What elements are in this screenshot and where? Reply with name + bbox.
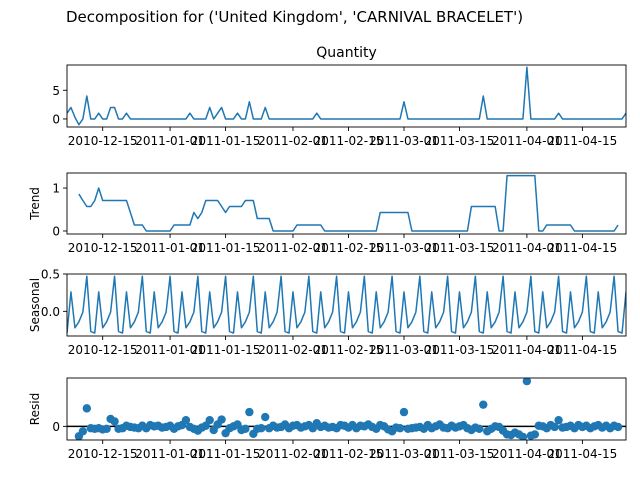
y-tick-label: 1 [52, 182, 60, 196]
x-tick-label: 2010-12-15 [68, 134, 138, 148]
x-tick-label: 2011-02-01 [258, 343, 328, 357]
plot-area-resid [67, 378, 626, 440]
y-tick-label: 0.0 [41, 305, 60, 319]
y-axis-label: Resid [28, 393, 42, 425]
resid-point [245, 407, 254, 417]
resid-point [78, 427, 88, 436]
y-tick-label: 5 [52, 84, 60, 98]
resid-point [613, 422, 623, 432]
x-tick-label: 2010-12-15 [68, 241, 138, 255]
y-tick-label: 0 [52, 224, 60, 238]
x-tick-label: 2011-01-01 [135, 447, 205, 461]
x-tick-label: 2011-01-15 [191, 447, 261, 461]
resid-point [399, 407, 409, 417]
x-tick-label: 2010-12-15 [68, 343, 138, 357]
axes-frame-observed [66, 64, 627, 128]
resid-point [82, 404, 92, 413]
x-tick-label: 2011-03-15 [425, 447, 495, 461]
observed-series-line [67, 66, 626, 126]
x-tick-label: 2011-03-15 [425, 134, 495, 148]
y-axis-label: Trend [28, 187, 42, 221]
resid-point [518, 432, 528, 440]
x-tick-label: 2011-01-01 [135, 343, 205, 357]
axes-frame-seasonal [66, 273, 627, 337]
plot-area-seasonal [67, 275, 626, 334]
panel-resid: 0 2010-12-152011-01-012011-01-152011-02-0… [28, 377, 627, 461]
chart-title: Decomposition for ('United Kingdom', 'CA… [66, 8, 523, 26]
resid-point [522, 378, 532, 386]
x-tick-label: 2011-02-15 [314, 447, 384, 461]
x-tick-label: 2011-02-01 [258, 134, 328, 148]
x-tick-label: 2011-01-01 [135, 241, 205, 255]
x-tick-label: 2011-03-15 [425, 343, 495, 357]
x-tick-label: 2011-01-01 [135, 134, 205, 148]
panel-observed: 052010-12-152011-01-012011-01-152011-02-… [52, 45, 627, 148]
resid-point [261, 412, 270, 422]
axes-frame-trend [66, 172, 627, 235]
resid-point [257, 424, 266, 433]
resid-point [110, 417, 119, 426]
resid-point [479, 400, 488, 409]
panel-trend: 012010-12-152011-01-012011-01-152011-02-… [28, 172, 627, 255]
x-tick-label: 2011-04-01 [492, 343, 562, 357]
resid-point [102, 424, 111, 434]
resid-point [181, 415, 191, 425]
x-tick-label: 2011-01-15 [191, 134, 261, 148]
x-tick-label: 2011-04-01 [492, 134, 562, 148]
x-tick-label: 2011-02-15 [314, 343, 384, 357]
resid-point [217, 415, 226, 424]
x-tick-label: 2011-01-15 [191, 343, 261, 357]
x-tick-label: 2011-03-01 [369, 134, 439, 148]
y-axis-label: Seasonal [28, 278, 42, 332]
panels: 052010-12-152011-01-012011-01-152011-02-… [28, 45, 627, 461]
y-tick-label: 0.5 [41, 268, 60, 282]
plot-area-observed [67, 66, 626, 126]
trend-series-line [78, 174, 619, 232]
resid-point [241, 424, 250, 434]
resid-point [475, 424, 484, 434]
axes-frame-resid [66, 377, 627, 441]
panel-title: Quantity [316, 45, 377, 61]
x-tick-label: 2011-03-01 [369, 343, 439, 357]
x-tick-label: 2011-03-15 [425, 241, 495, 255]
panel-seasonal: 0.00.52010-12-152011-01-012011-01-152011… [28, 268, 627, 357]
x-tick-label: 2011-04-15 [548, 134, 618, 148]
resid-point [395, 424, 405, 433]
x-tick-label: 2011-02-15 [314, 134, 384, 148]
x-tick-label: 2011-04-15 [548, 447, 618, 461]
x-tick-label: 2011-02-01 [258, 241, 328, 255]
x-tick-label: 2011-03-01 [369, 241, 439, 255]
resid-point [530, 430, 540, 439]
x-tick-label: 2011-04-15 [548, 343, 618, 357]
x-tick-label: 2011-04-01 [492, 241, 562, 255]
plot-area-trend [78, 174, 619, 232]
x-tick-label: 2011-04-01 [492, 447, 562, 461]
x-tick-label: 2011-01-15 [191, 241, 261, 255]
resid-point [550, 422, 559, 432]
resid-point [205, 415, 214, 425]
x-tick-label: 2011-03-01 [369, 447, 439, 461]
x-tick-label: 2011-02-15 [314, 241, 384, 255]
resid-point [554, 415, 563, 425]
y-tick-label: 0 [52, 420, 60, 434]
seasonal-series-line [67, 275, 626, 334]
x-tick-label: 2010-12-15 [68, 447, 138, 461]
y-tick-label: 0 [52, 112, 60, 126]
x-tick-label: 2011-04-15 [548, 241, 618, 255]
x-tick-label: 2011-02-01 [258, 447, 328, 461]
